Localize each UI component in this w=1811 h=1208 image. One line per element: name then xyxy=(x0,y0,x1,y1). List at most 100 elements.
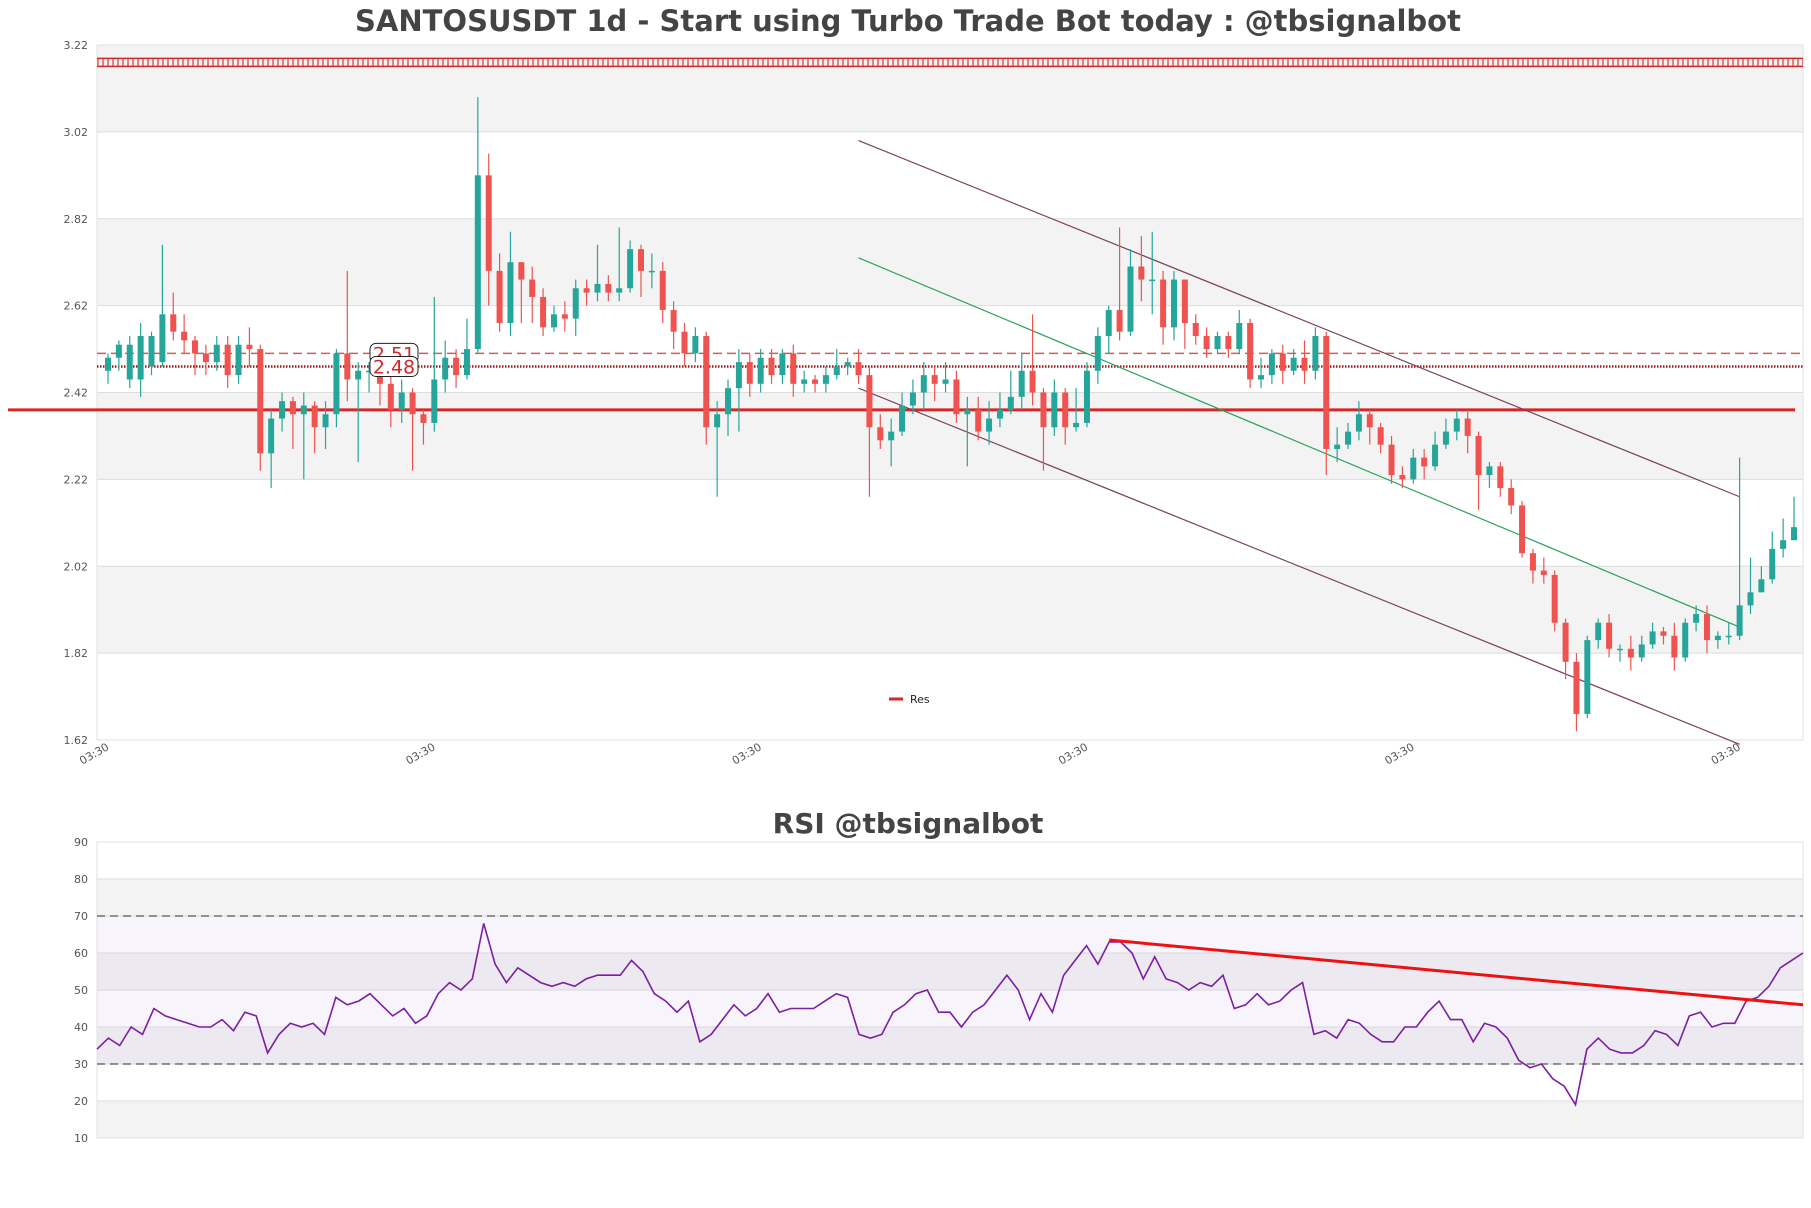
candle-body xyxy=(801,379,808,384)
candle-body xyxy=(1236,323,1243,350)
candle-body xyxy=(224,344,231,376)
rsi-grid-band xyxy=(97,990,1803,1027)
rsi-zone xyxy=(97,916,1803,1064)
candle-body xyxy=(572,288,579,319)
rsi-series xyxy=(96,923,1804,1107)
candle-body xyxy=(1671,635,1678,658)
candle-body xyxy=(1062,392,1069,428)
candle-body xyxy=(1258,375,1265,380)
plot-frame xyxy=(96,44,1804,741)
candle-body xyxy=(1170,279,1177,328)
channel-upper xyxy=(858,140,1740,498)
candle-body xyxy=(1192,323,1199,337)
candle-body xyxy=(1638,644,1645,658)
candle-body xyxy=(1442,431,1449,445)
candle-body xyxy=(833,366,840,376)
candle-body xyxy=(779,353,786,376)
time-axis: 03:30 03:30 03:30 03:30 03:30 03:30 xyxy=(77,740,1743,767)
candle-body xyxy=(529,279,536,297)
candle-body xyxy=(159,314,166,363)
candle-body xyxy=(333,353,340,415)
grid-band xyxy=(97,392,1803,480)
candle-body xyxy=(877,427,884,441)
candle-body xyxy=(1682,622,1689,658)
candle-body xyxy=(148,336,155,367)
candle-body xyxy=(844,362,851,367)
candle-body xyxy=(540,296,547,328)
price-label-box xyxy=(369,355,419,377)
candle-body xyxy=(1051,392,1058,428)
price-tick-label: 2.22 xyxy=(64,473,89,486)
candle-body xyxy=(637,249,644,271)
candle-body xyxy=(703,336,710,428)
candle-body xyxy=(1029,370,1036,393)
candles xyxy=(105,97,1797,732)
candle-body xyxy=(1540,570,1547,575)
top-resistance-band xyxy=(97,57,1803,68)
candle-body xyxy=(463,349,470,376)
rsi-tick-label: 90 xyxy=(74,836,88,849)
candle-body xyxy=(735,362,742,389)
rsi-levels xyxy=(97,915,1803,1065)
candle-body xyxy=(1693,614,1700,623)
candle-body xyxy=(790,353,797,384)
candle-body xyxy=(279,401,286,419)
candle-body xyxy=(1094,336,1101,371)
candle-body xyxy=(1660,631,1667,636)
candle-body xyxy=(1290,357,1297,371)
rsi-tick-label: 20 xyxy=(74,1095,88,1108)
candle-body xyxy=(311,405,318,428)
rsi-grid-band xyxy=(97,1101,1803,1138)
grid-band xyxy=(97,131,1803,219)
legend-res-label: Res xyxy=(910,693,930,706)
price-labels: 2.512.48 xyxy=(369,342,419,378)
candle-body xyxy=(115,344,122,358)
candle-body xyxy=(931,375,938,384)
candle-body xyxy=(1388,444,1395,476)
candle-body xyxy=(920,375,927,393)
candle-body xyxy=(1453,418,1460,432)
candle-body xyxy=(942,379,949,384)
candle-body xyxy=(1214,336,1221,350)
candle-body xyxy=(583,288,590,293)
candle-body xyxy=(1769,548,1776,580)
rsi-tick-label: 70 xyxy=(74,910,88,923)
candle-body xyxy=(1279,353,1286,371)
grid-band xyxy=(97,479,1803,567)
price-axis: 3.22 3.02 2.82 2.62 2.42 2.22 2.02 1.82 1.62 xyxy=(64,39,89,747)
candle-body xyxy=(192,340,199,354)
candle-body xyxy=(1595,622,1602,641)
candle-body xyxy=(202,353,209,363)
candle-body xyxy=(1780,540,1787,549)
time-tick-label: 03:30 xyxy=(1056,740,1090,767)
candle-body xyxy=(714,414,721,428)
candle-body xyxy=(1486,466,1493,476)
candle-body xyxy=(518,262,525,280)
rsi-grid-band xyxy=(97,953,1803,990)
main-grid-bands xyxy=(96,44,1804,741)
rsi-tick-label: 80 xyxy=(74,873,88,886)
price-tick-label: 2.42 xyxy=(64,387,89,400)
candle-body xyxy=(1116,309,1123,332)
candle-body xyxy=(1301,357,1308,371)
candle-body xyxy=(1040,392,1047,428)
rsi-tick-label: 50 xyxy=(74,984,88,997)
rsi-frame xyxy=(96,841,1804,1139)
candle-body xyxy=(1627,648,1634,658)
candle-body xyxy=(431,379,438,423)
candle-body xyxy=(366,370,373,373)
rsi-chart-title: RSI @tbsignalbot xyxy=(773,807,1044,840)
channel-lower xyxy=(858,387,1740,745)
candle-body xyxy=(1649,631,1656,645)
candle-body xyxy=(1573,661,1580,714)
candle-body xyxy=(1105,309,1112,337)
candle-body xyxy=(996,409,1003,419)
candle-body xyxy=(420,414,427,423)
candle-body xyxy=(1497,466,1504,489)
candle-body xyxy=(822,375,829,384)
candle-body xyxy=(1073,422,1080,428)
candle-body xyxy=(1160,279,1167,328)
candle-body xyxy=(1138,266,1145,280)
candle-body xyxy=(1203,336,1210,350)
